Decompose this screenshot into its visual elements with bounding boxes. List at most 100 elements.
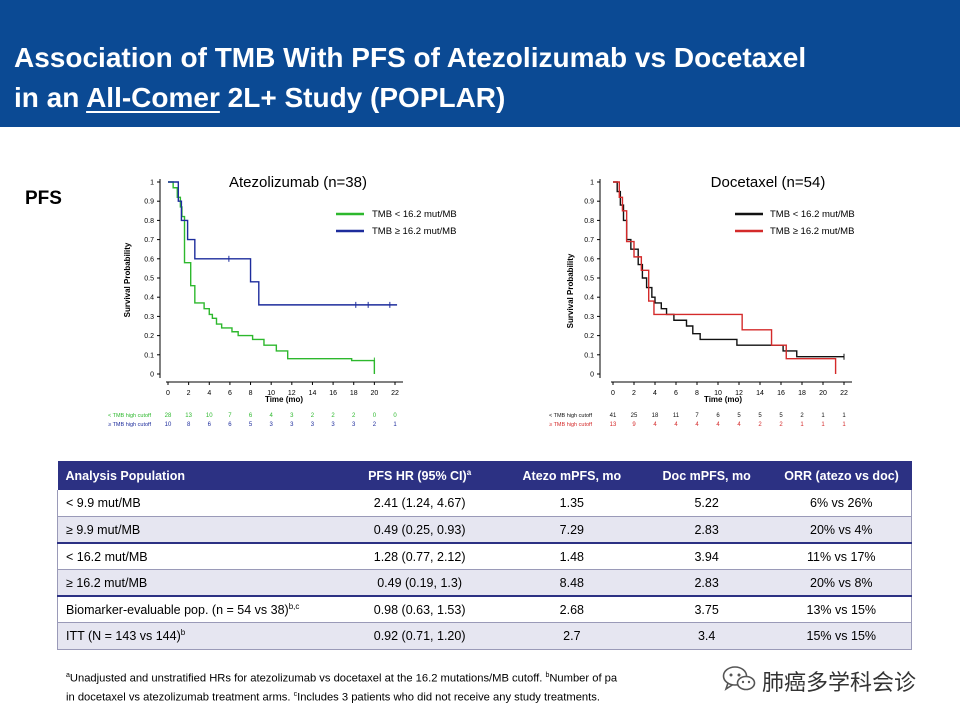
title-prefix: in an bbox=[14, 82, 87, 113]
x-axis-label: Time (mo) bbox=[704, 395, 742, 404]
x-tick-label: 18 bbox=[350, 390, 358, 397]
risk-count: 2 bbox=[800, 413, 804, 419]
x-tick-label: 14 bbox=[309, 390, 317, 397]
table-header-row: Analysis Population PFS HR (95% CI)a Ate… bbox=[57, 461, 912, 490]
risk-row-label: < TMB high cutoff bbox=[108, 413, 152, 419]
atezo-mpfs-cell: 1.35 bbox=[501, 490, 642, 517]
x-tick-label: 4 bbox=[207, 390, 211, 397]
y-axis-label: Survival Probability bbox=[123, 242, 132, 317]
chart-legend: TMB < 16.2 mut/MB TMB ≥ 16.2 mut/MB bbox=[735, 209, 855, 237]
atezo-mpfs-cell: 2.7 bbox=[501, 622, 642, 650]
risk-count: 9 bbox=[632, 422, 636, 428]
plot-area: 00.10.20.30.40.50.60.70.80.910 2 4 6 8 10 12 14… bbox=[108, 179, 403, 428]
slide-title-line-2: in an All-Comer 2L+ Study (POPLAR) bbox=[14, 82, 505, 114]
y-tick-label: 0.6 bbox=[144, 256, 154, 263]
hr-cell: 2.41 (1.24, 4.67) bbox=[337, 490, 502, 517]
risk-count: 4 bbox=[653, 422, 657, 428]
y-tick-label: 0.3 bbox=[584, 314, 594, 321]
atezo-mpfs-cell: 8.48 bbox=[501, 569, 642, 597]
table-row: ≥ 9.9 mut/MB 0.49 (0.25, 0.93) 7.29 2.83 20%… bbox=[57, 516, 912, 544]
y-tick-label: 1 bbox=[590, 180, 594, 187]
wechat-icon bbox=[722, 666, 756, 691]
risk-count: 3 bbox=[270, 422, 274, 428]
col-header-orr: ORR (atezo vs doc) bbox=[771, 461, 912, 490]
x-tick-label: 0 bbox=[611, 390, 615, 397]
y-tick-label: 0.9 bbox=[144, 199, 154, 206]
risk-count: 11 bbox=[673, 413, 680, 419]
risk-count: 2 bbox=[373, 422, 377, 428]
risk-count: 4 bbox=[270, 413, 274, 419]
chart-legend: TMB < 16.2 mut/MB TMB ≥ 16.2 mut/MB bbox=[336, 209, 457, 237]
risk-row-label: < TMB high cutoff bbox=[549, 413, 593, 419]
risk-count: 1 bbox=[393, 422, 397, 428]
table-row: Biomarker-evaluable pop. (n = 54 vs 38)b… bbox=[57, 596, 912, 623]
x-tick-label: 0 bbox=[166, 390, 170, 397]
risk-count: 4 bbox=[695, 422, 699, 428]
population-sup: b bbox=[180, 628, 186, 638]
col-header-hr-text: PFS HR (95% CI) bbox=[368, 469, 467, 484]
risk-count: 2 bbox=[758, 422, 762, 428]
y-tick-label: 0.2 bbox=[144, 333, 154, 340]
chart-title: Atezolizumab (n=38) bbox=[229, 174, 367, 191]
population-cell: ITT (N = 143 vs 144)b bbox=[57, 622, 338, 650]
risk-count: 1 bbox=[821, 422, 825, 428]
footnote-b-text: Number of pa bbox=[549, 672, 618, 685]
col-header-atezo: Atezo mPFS, mo bbox=[501, 461, 642, 490]
title-suffix: 2L+ Study (POPLAR) bbox=[219, 82, 506, 113]
risk-count: 0 bbox=[373, 413, 377, 419]
doc-mpfs-cell: 3.4 bbox=[641, 622, 772, 650]
x-tick-label: 12 bbox=[735, 390, 743, 397]
x-tick-label: 2 bbox=[187, 390, 191, 397]
risk-count: 2 bbox=[352, 413, 356, 419]
doc-mpfs-cell: 2.83 bbox=[641, 569, 772, 597]
watermark-text: 肺癌多学科会诊 bbox=[762, 671, 917, 696]
orr-cell: 11% vs 17% bbox=[771, 543, 912, 570]
footnote-c-text: Includes 3 patients who did not receive … bbox=[297, 691, 600, 704]
doc-mpfs-cell: 5.22 bbox=[641, 490, 772, 517]
risk-count: 13 bbox=[610, 422, 617, 428]
hr-cell: 1.28 (0.77, 2.12) bbox=[337, 543, 502, 570]
orr-cell: 20% vs 4% bbox=[771, 516, 912, 544]
risk-count: 5 bbox=[758, 413, 762, 419]
x-axis-label: Time (mo) bbox=[265, 395, 303, 404]
x-tick-label: 22 bbox=[391, 390, 399, 397]
x-tick-label: 8 bbox=[695, 390, 699, 397]
y-tick-label: 0.1 bbox=[584, 352, 594, 359]
title-bar: Association of TMB With PFS of Atezolizu… bbox=[0, 0, 960, 127]
population-cell: ≥ 16.2 mut/MB bbox=[57, 569, 338, 597]
risk-count: 10 bbox=[165, 422, 172, 428]
y-axis-label: Survival Probability bbox=[566, 253, 575, 328]
risk-count: 4 bbox=[674, 422, 678, 428]
x-tick-label: 16 bbox=[329, 390, 337, 397]
risk-count: 0 bbox=[393, 413, 397, 419]
risk-count: 3 bbox=[352, 422, 356, 428]
orr-cell: 20% vs 8% bbox=[771, 569, 912, 597]
y-tick-label: 0.6 bbox=[584, 256, 594, 263]
results-table: Analysis Population PFS HR (95% CI)a Ate… bbox=[57, 461, 912, 650]
risk-count: 6 bbox=[208, 422, 212, 428]
hr-cell: 0.92 (0.71, 1.20) bbox=[337, 622, 502, 650]
risk-row-label: ≥ TMB high cutoff bbox=[549, 422, 592, 428]
risk-count: 18 bbox=[652, 413, 659, 419]
risk-count: 2 bbox=[311, 413, 315, 419]
x-tick-label: 10 bbox=[267, 390, 275, 397]
slide-title-line-1: Association of TMB With PFS of Atezolizu… bbox=[14, 42, 807, 73]
risk-count: 6 bbox=[716, 413, 720, 419]
x-tick-label: 4 bbox=[653, 390, 657, 397]
footnotes: aUnadjusted and unstratified HRs for ate… bbox=[66, 668, 726, 705]
y-tick-label: 1 bbox=[150, 180, 154, 187]
table-row: < 9.9 mut/MB 2.41 (1.24, 4.67) 1.35 5.22 6% … bbox=[57, 490, 912, 517]
y-tick-label: 0.7 bbox=[584, 237, 594, 244]
legend-label-high: TMB ≥ 16.2 mut/MB bbox=[770, 226, 854, 237]
docetaxel-km-chart: Docetaxel (n=54) Survival Probability Ti… bbox=[549, 174, 855, 428]
title-underlined-word: All-Comer bbox=[86, 82, 220, 113]
risk-count: 2 bbox=[779, 422, 783, 428]
x-tick-label: 14 bbox=[756, 390, 764, 397]
hr-cell: 0.49 (0.19, 1.3) bbox=[337, 569, 502, 597]
risk-count: 3 bbox=[311, 422, 315, 428]
y-tick-label: 0 bbox=[150, 372, 154, 379]
atezo-mpfs-cell: 2.68 bbox=[501, 596, 642, 623]
y-tick-label: 0.9 bbox=[584, 199, 594, 206]
orr-cell: 6% vs 26% bbox=[771, 490, 912, 517]
col-header-doc: Doc mPFS, mo bbox=[641, 461, 772, 490]
